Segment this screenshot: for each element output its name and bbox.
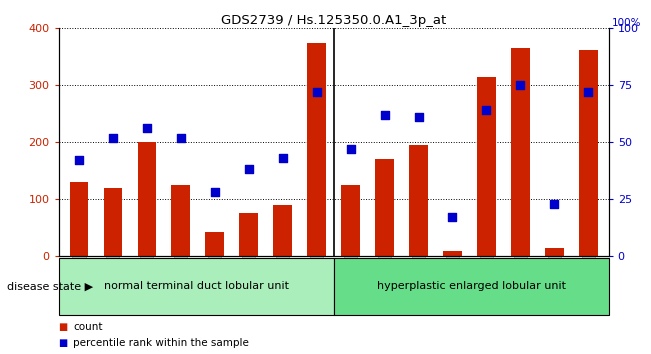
- Point: [583, 89, 594, 95]
- Bar: [171, 185, 190, 256]
- Point: [210, 189, 220, 195]
- Point: [346, 146, 356, 152]
- Bar: [307, 42, 326, 256]
- Bar: [137, 142, 156, 256]
- Bar: [341, 185, 360, 256]
- Point: [515, 82, 525, 88]
- Bar: [511, 48, 530, 256]
- Bar: [375, 159, 394, 256]
- Text: ■: ■: [59, 322, 68, 332]
- Bar: [70, 182, 89, 256]
- Title: GDS2739 / Hs.125350.0.A1_3p_at: GDS2739 / Hs.125350.0.A1_3p_at: [221, 14, 447, 27]
- Bar: [579, 50, 598, 256]
- Point: [243, 167, 254, 172]
- Point: [277, 155, 288, 161]
- Bar: [409, 145, 428, 256]
- Text: hyperplastic enlarged lobular unit: hyperplastic enlarged lobular unit: [377, 281, 566, 291]
- Text: disease state ▶: disease state ▶: [7, 281, 92, 291]
- Point: [481, 107, 492, 113]
- Bar: [545, 249, 564, 256]
- Point: [413, 114, 424, 120]
- Point: [74, 158, 84, 163]
- Text: percentile rank within the sample: percentile rank within the sample: [73, 338, 249, 348]
- Point: [380, 112, 390, 118]
- Bar: [477, 77, 496, 256]
- Bar: [240, 213, 258, 256]
- Bar: [273, 205, 292, 256]
- Bar: [443, 251, 462, 256]
- Text: 100%: 100%: [611, 18, 641, 28]
- Text: count: count: [73, 322, 102, 332]
- Bar: [104, 188, 122, 256]
- Point: [447, 215, 458, 220]
- Point: [142, 126, 152, 131]
- Point: [311, 89, 322, 95]
- Text: normal terminal duct lobular unit: normal terminal duct lobular unit: [104, 281, 288, 291]
- Bar: [206, 232, 224, 256]
- Point: [176, 135, 186, 141]
- Text: ■: ■: [59, 338, 68, 348]
- Point: [107, 135, 118, 141]
- Point: [549, 201, 560, 206]
